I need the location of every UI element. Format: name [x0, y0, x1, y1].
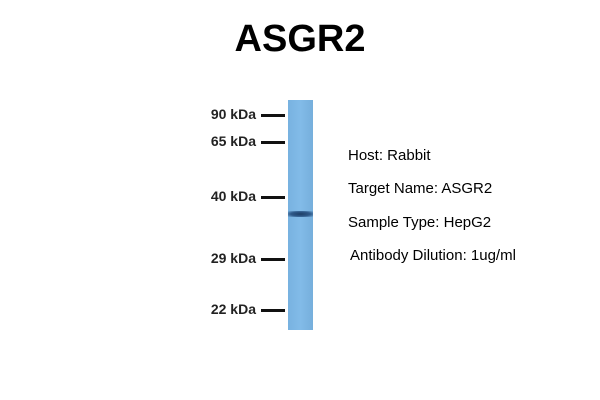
marker-tick [261, 114, 285, 117]
target-name-text: Target Name: ASGR2 [348, 180, 493, 197]
protein-band [288, 211, 313, 217]
marker-29: 29 kDa [190, 250, 290, 266]
sample-type-text: Sample Type: HepG2 [348, 214, 492, 231]
marker-22: 22 kDa [190, 301, 290, 317]
marker-tick [261, 309, 285, 312]
antibody-dilution-text: Antibody Dilution: 1ug/ml [350, 247, 516, 264]
figure-title: ASGR2 [234, 18, 366, 60]
marker-label: 90 kDa [210, 106, 256, 122]
marker-65: 65 kDa [190, 133, 290, 149]
marker-90: 90 kDa [190, 106, 290, 122]
marker-40: 40 kDa [190, 188, 290, 204]
marker-label: 29 kDa [210, 250, 256, 266]
marker-tick [261, 141, 285, 144]
marker-label: 40 kDa [210, 188, 256, 204]
host-text: Host: Rabbit [348, 147, 431, 164]
marker-tick [261, 258, 285, 261]
marker-tick [261, 196, 285, 199]
marker-label: 22 kDa [210, 301, 256, 317]
marker-label: 65 kDa [210, 133, 256, 149]
